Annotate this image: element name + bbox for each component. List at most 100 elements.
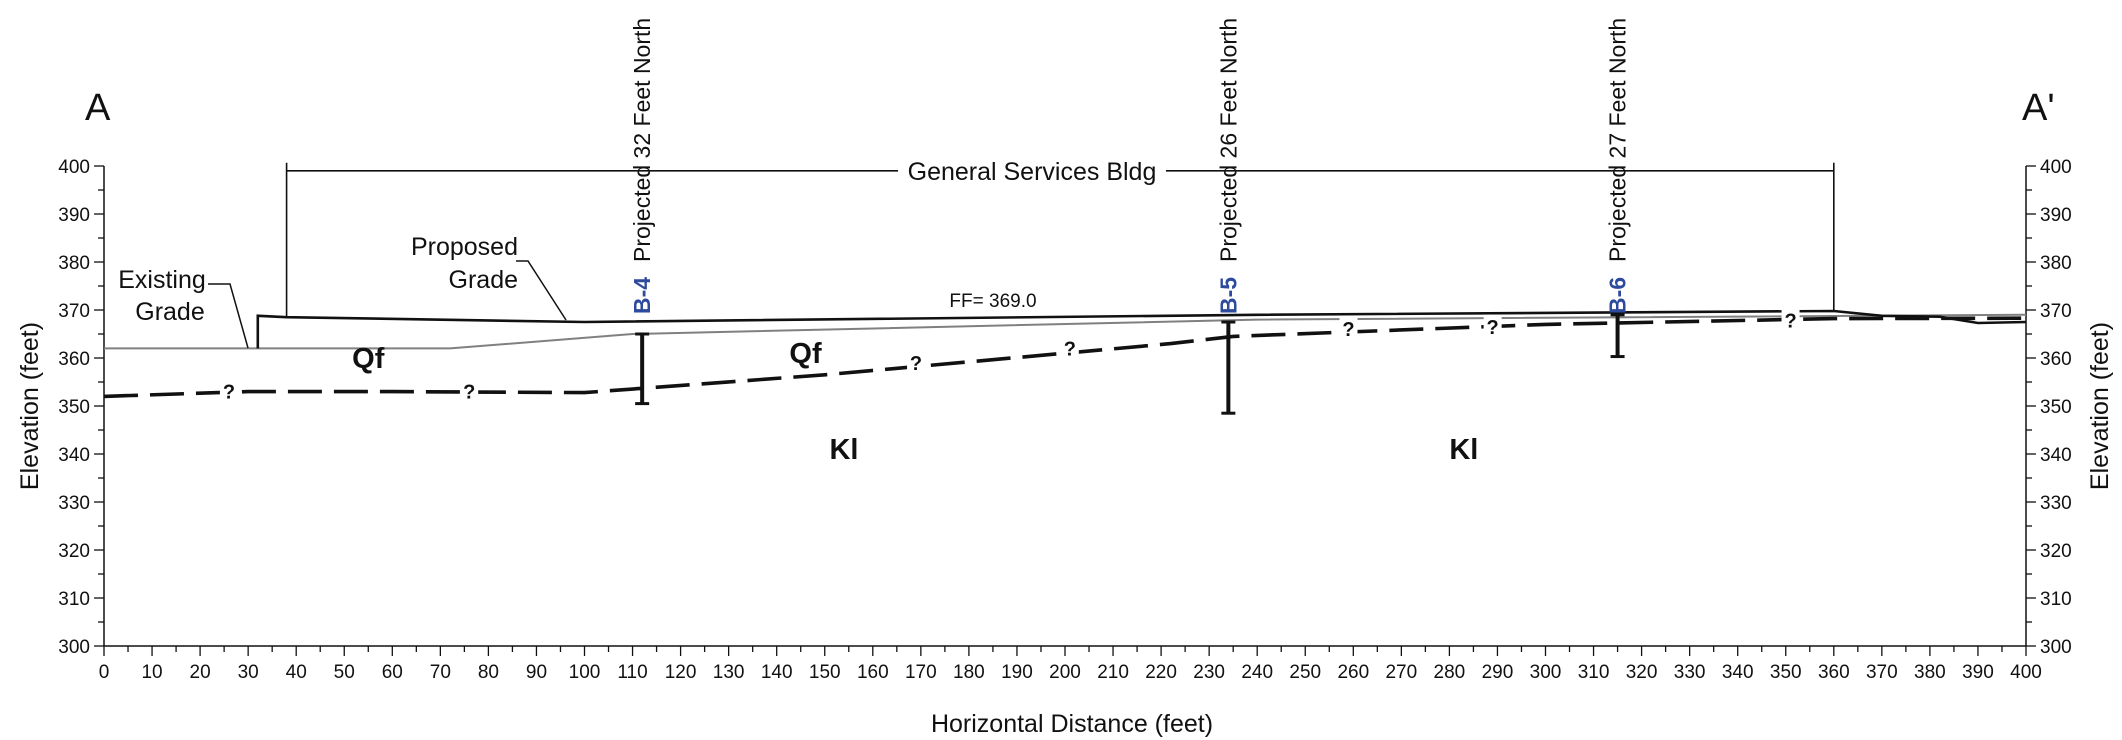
x-tick-label: 220 [1145, 662, 1177, 683]
x-tick-label: 360 [1818, 662, 1850, 683]
x-tick-label: 340 [1722, 662, 1754, 683]
x-tick-label: 70 [430, 662, 451, 683]
y-tick-label-right: 370 [2040, 301, 2072, 322]
x-tick-label: 20 [190, 662, 211, 683]
left-y-ticks: 300 310 320 330 340 350 360 370 380 390 400 [58, 157, 104, 658]
boring-b-5: B-5 Projected 26 Feet North [1215, 18, 1241, 415]
boring-note-label: Projected 26 Feet North [1215, 18, 1241, 262]
y-tick-label-right: 400 [2040, 157, 2072, 178]
x-tick-label: 180 [953, 662, 985, 683]
y-tick-label-right: 360 [2040, 349, 2072, 370]
x-tick-label: 270 [1385, 662, 1417, 683]
boring-b-4: B-4 Projected 32 Feet North [629, 18, 655, 406]
y-tick-label-right: 380 [2040, 253, 2072, 274]
x-tick-label: 170 [905, 662, 937, 683]
x-tick-label: 10 [141, 662, 162, 683]
x-tick-label: 90 [526, 662, 547, 683]
x-tick-label: 0 [99, 662, 110, 683]
unit-label: Kl [829, 434, 858, 466]
unit-label: Qf [789, 338, 822, 370]
question-mark-bg [219, 379, 238, 402]
x-tick-label: 210 [1097, 662, 1129, 683]
question-mark: ? [1064, 338, 1076, 360]
x-tick-label: 290 [1482, 662, 1514, 683]
y-tick-label-left: 340 [58, 445, 90, 466]
y-tick-label-right: 320 [2040, 541, 2072, 562]
x-tick-label: 60 [382, 662, 403, 683]
section-end-label: A' [2022, 87, 2055, 129]
y-tick-label-right: 300 [2040, 637, 2072, 658]
proposed-grade-leader [516, 260, 567, 321]
question-mark: ? [910, 353, 922, 375]
boring-id-label: B-5 [1215, 277, 1241, 314]
y-tick-label-left: 360 [58, 349, 90, 370]
x-tick-label: 140 [761, 662, 793, 683]
question-mark: ? [1784, 311, 1796, 333]
right-y-ticks: 300 310 320 330 340 350 360 370 380 390 400 [2026, 157, 2072, 658]
question-mark-bg [1483, 314, 1502, 337]
x-tick-label: 320 [1626, 662, 1658, 683]
x-tick-label: 80 [478, 662, 499, 683]
existing-grade-label-line2: Grade [135, 298, 204, 326]
y-tick-label-left: 320 [58, 541, 90, 562]
boring-id-label: B-4 [629, 277, 655, 314]
y-tick-label-left: 350 [58, 397, 90, 418]
boring-id-label: B-6 [1605, 277, 1631, 314]
question-mark-bg [1339, 317, 1358, 340]
x-tick-label: 260 [1337, 662, 1369, 683]
borings: B-4 Projected 32 Feet North B-5 Projected 2… [629, 18, 1631, 415]
existing-grade-leader [208, 283, 249, 349]
x-tick-label: 150 [809, 662, 841, 683]
y-tick-label-left: 400 [58, 157, 90, 178]
unit-label: Kl [1449, 434, 1478, 466]
x-tick-label: 300 [1530, 662, 1562, 683]
x-tick-label: 190 [1001, 662, 1033, 683]
geologic-contact-line [103, 316, 2027, 399]
boring-note-label: Projected 32 Feet North [629, 18, 655, 262]
y-tick-label-left: 380 [58, 253, 90, 274]
building-extent: General Services Bldg [285, 158, 1835, 318]
section-start-label: A [85, 87, 111, 129]
x-tick-label: 380 [1914, 662, 1946, 683]
y-tick-label-right: 330 [2040, 493, 2072, 514]
building-label: General Services Bldg [908, 158, 1157, 186]
x-axis-title: Horizontal Distance (feet) [931, 710, 1213, 738]
left-y-axis-title: Elevation (feet) [16, 322, 44, 490]
y-tick-label-right: 310 [2040, 589, 2072, 610]
y-tick-label-right: 350 [2040, 397, 2072, 418]
x-tick-label: 50 [334, 662, 355, 683]
x-tick-label: 110 [617, 662, 647, 683]
x-tick-label: 120 [665, 662, 697, 683]
right-y-axis-title: Elevation (feet) [2086, 322, 2114, 490]
x-tick-label: 310 [1578, 662, 1610, 683]
question-mark-bg [907, 350, 926, 373]
x-tick-label: 240 [1241, 662, 1273, 683]
question-mark-bg [460, 379, 479, 402]
y-tick-label-left: 370 [58, 301, 90, 322]
x-tick-label: 370 [1866, 662, 1898, 683]
y-tick-label-left: 330 [58, 493, 90, 514]
y-tick-label-right: 340 [2040, 445, 2072, 466]
x-tick-label: 330 [1674, 662, 1706, 683]
x-tick-label: 280 [1434, 662, 1466, 683]
proposed-grade-callout: Proposed Grade [411, 233, 567, 321]
question-mark: ? [1342, 319, 1354, 341]
x-tick-label: 400 [2010, 662, 2042, 683]
question-mark: ? [463, 382, 475, 404]
question-mark: ? [1487, 317, 1499, 339]
question-mark-bg [1060, 336, 1079, 359]
proposed-grade-label-line2: Grade [449, 266, 518, 294]
proposed-grade-label-line1: Proposed [411, 233, 518, 261]
x-tick-label: 130 [713, 662, 745, 683]
boring-b-6: B-6 Projected 27 Feet North [1605, 18, 1631, 359]
x-tick-label: 200 [1049, 662, 1081, 683]
x-tick-label: 230 [1193, 662, 1225, 683]
geologic-unit-labels: Qf Qf Kl Kl [352, 338, 1478, 466]
finished-floor-label: FF= 369.0 [949, 291, 1036, 312]
question-mark-bg [1781, 308, 1800, 331]
existing-grade-callout: Existing Grade [118, 266, 249, 349]
y-tick-label-left: 310 [58, 589, 90, 610]
x-ticks: 0 10 20 30 40 50 60 70 80 90 100 110 120 130 140 150 160… [99, 646, 2042, 683]
x-tick-label: 100 [569, 662, 601, 683]
